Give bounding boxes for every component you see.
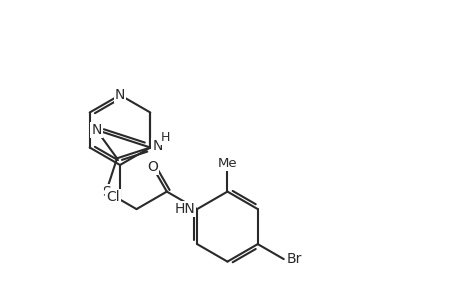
Text: N: N xyxy=(91,123,101,137)
Text: Me: Me xyxy=(217,157,237,170)
Text: N: N xyxy=(152,139,162,152)
Text: S: S xyxy=(101,184,110,199)
Text: O: O xyxy=(147,160,158,174)
Text: H: H xyxy=(160,131,169,144)
Text: Cl: Cl xyxy=(106,190,120,204)
Text: Br: Br xyxy=(286,252,302,266)
Text: N: N xyxy=(115,88,125,102)
Text: HN: HN xyxy=(174,202,195,216)
